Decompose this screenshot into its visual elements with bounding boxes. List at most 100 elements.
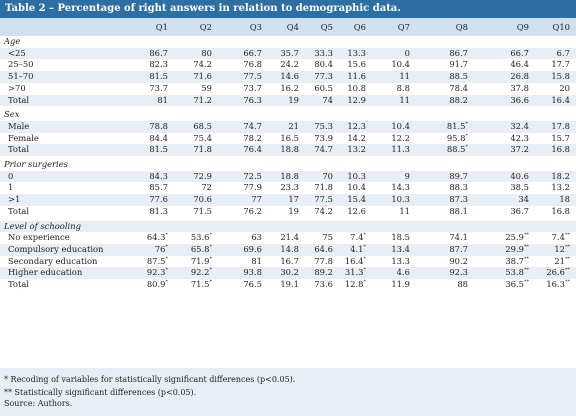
table-cell: 64.3* — [146, 232, 168, 243]
table-cell: 73.6 — [314, 279, 333, 290]
table-cell: 84.3 — [122, 170, 168, 183]
row-label: Male — [0, 120, 122, 133]
table-cell: 75 — [322, 232, 333, 243]
table-cell: 37.2 — [468, 144, 529, 157]
table-cell: 80.4 — [314, 59, 333, 70]
table-row: >1 77.6 70.6 77 17 77.5 15.4 10.3 87.3 34 18 — [0, 194, 576, 206]
significance-marker: * — [465, 120, 469, 127]
table-cell: 15.8 — [529, 71, 570, 83]
table-cell: 74.2 — [314, 205, 333, 216]
table-cell: 16.4 — [529, 94, 570, 107]
table-cell: 74.7 — [212, 120, 262, 133]
table-cell: 81 — [251, 255, 262, 266]
group-header-row: Prior surgeries — [0, 159, 576, 171]
table-cell: 73.7 — [149, 82, 168, 93]
table-cell: 17 — [262, 194, 299, 206]
table-cell: 29.9** — [468, 243, 529, 256]
significance-marker: * — [209, 243, 213, 250]
table-cell: 21.4 — [280, 232, 299, 243]
group-label: Prior surgeries — [4, 159, 68, 170]
significance-marker: * — [363, 232, 367, 239]
table-cell: 36.6 — [468, 94, 529, 107]
table-cell: 4.1* — [333, 243, 366, 256]
table-cell: 16.3** — [546, 279, 570, 290]
table-cell: 18 — [529, 194, 570, 206]
table-row: Secondary education 87.5* 71.9* 81 16.7 77.8 1… — [0, 256, 576, 268]
table-cell: 74.7 — [299, 144, 333, 157]
table-cell: 88.3 — [449, 182, 468, 193]
row-label: Compulsory education — [0, 243, 122, 256]
table-cell: 30.2 — [262, 267, 299, 280]
row-padding — [570, 182, 576, 194]
row-label: Secondary education — [8, 255, 98, 266]
table-cell: 81.5* — [410, 120, 469, 133]
table-cell: 33.3 — [299, 47, 333, 60]
table-cell: 77.8 — [314, 255, 333, 266]
table-cell: 31.3* — [333, 267, 367, 280]
significance-marker: ** — [565, 279, 570, 286]
table-cell: 17.7 — [551, 59, 570, 70]
table-cell: 63 — [251, 232, 262, 243]
significance-marker: * — [363, 267, 367, 274]
table-cell: 13.2 — [333, 144, 366, 157]
table-cell: 90.2 — [449, 255, 468, 266]
table-cell: 20 — [559, 82, 570, 93]
table-row: 25–50 82.3 74.2 76.8 24.2 80.4 15.6 10.4 91.7 46.… — [0, 59, 576, 71]
table-cell: 77.5 — [212, 71, 262, 83]
table-cell: 11 — [399, 205, 410, 216]
significance-marker: * — [363, 279, 367, 286]
table-row: Total 80.9* 71.5* 76.5 19.1 73.6 12.8* 11.9 88 36… — [0, 279, 576, 291]
table-cell: 86.7 — [122, 47, 168, 60]
table-cell: 7.4** — [551, 232, 570, 243]
table-cell: 8.8 — [396, 82, 410, 93]
table-cell: 81.3 — [149, 205, 168, 216]
row-padding — [570, 206, 576, 218]
table-cell: 10.4 — [391, 59, 410, 70]
table-cell: 40.6 — [468, 170, 529, 183]
table-cell: 69.6 — [212, 243, 262, 256]
table-title: Table 2 – Percentage of right answers in… — [0, 0, 576, 18]
table-cell: 9 — [366, 170, 410, 183]
table-cell: 15.4 — [333, 194, 366, 206]
row-padding — [570, 94, 576, 107]
table-cell: 66.7 — [212, 47, 262, 60]
table-header: Q1 Q2 Q3 Q4 Q5 Q6 Q7 Q8 Q9 Q10 — [0, 18, 576, 36]
row-label: 0 — [0, 170, 122, 183]
significance-marker: ** — [524, 255, 529, 262]
table-cell: 26.8 — [468, 71, 529, 83]
table-cell: 16.8 — [529, 144, 570, 157]
significance-marker: ** — [565, 243, 570, 250]
table-cell: 12** — [529, 243, 570, 256]
table-cell: 71.5 — [193, 205, 212, 216]
table-cell: 71.5* — [190, 279, 212, 290]
table-cell: 77.6 — [122, 194, 168, 206]
table-cell: 70 — [299, 170, 333, 183]
row-label: Total — [0, 94, 122, 107]
table-cell: 53.6* — [190, 232, 212, 243]
table-cell: 11 — [366, 94, 410, 107]
table-cell: 78.8 — [122, 120, 168, 133]
table-cell: 10.4 — [366, 120, 410, 133]
table-cell: 4.6 — [366, 267, 410, 280]
table-cell: 76* — [122, 243, 168, 256]
table-cell: 71.9* — [190, 255, 213, 266]
significance-marker: * — [209, 255, 213, 262]
table-cell: 72.5 — [212, 170, 262, 183]
table-row: Female 84.4 75.4 78.2 16.5 73.9 14.2 12.2 95.8* 4… — [0, 133, 576, 145]
table-cell: 65.8* — [168, 243, 213, 256]
table-cell: 78.2 — [243, 132, 262, 143]
table-cell: 80 — [168, 47, 212, 60]
row-label: <25 — [0, 47, 122, 60]
table-row: 0 84.3 72.9 72.5 18.8 70 10.3 9 89.7 40.6 18.2 — [0, 170, 576, 183]
table-cell: 21 — [262, 120, 299, 133]
table-cell: 19 — [288, 205, 299, 216]
table-cell: 11 — [366, 71, 410, 83]
table-cell: 14.3 — [391, 182, 410, 193]
table-cell: 77 — [212, 194, 262, 206]
column-header-q1: Q1 — [155, 22, 168, 32]
table-cell: 15.6 — [347, 59, 366, 70]
table-cell: 91.7 — [449, 59, 468, 70]
significance-marker: ** — [524, 243, 529, 250]
table-cell: 13.3 — [391, 255, 410, 266]
